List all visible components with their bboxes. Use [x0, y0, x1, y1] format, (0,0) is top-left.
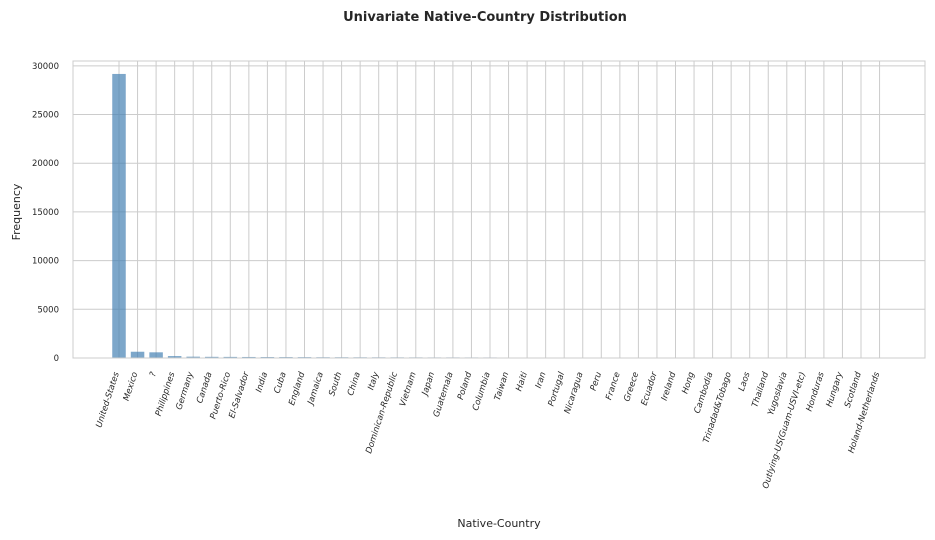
plot-frame [72, 60, 926, 359]
bar-germany [186, 356, 200, 358]
x-tick-label: United-States [94, 370, 122, 429]
bar-puerto-rico [223, 356, 238, 358]
bar-mexico [130, 351, 145, 358]
x-tick-label: Honduras [805, 370, 827, 413]
x-tick-label: Jamaica [305, 371, 325, 408]
bar-el-salvador [242, 356, 256, 358]
y-axis-label: Frequency [10, 183, 23, 240]
y-tick-label: 25000 [32, 111, 59, 121]
x-tick-label: Cuba [273, 371, 289, 395]
x-tick-label: Columbia [471, 371, 493, 412]
y-tick-label: 30000 [32, 62, 59, 72]
x-tick-label: South [327, 371, 344, 398]
x-tick-label: Germany [174, 370, 196, 411]
x-tick-label: Vietnam [398, 371, 419, 408]
y-tick-label: 20000 [32, 159, 59, 169]
grid [73, 61, 925, 359]
x-tick-label: Thailand [750, 370, 771, 408]
bars [112, 73, 887, 359]
x-tick-label: Portugal [547, 370, 568, 407]
y-tick-label: 0 [54, 354, 59, 364]
x-tick-label: Japan [420, 371, 437, 399]
bar-united-states [112, 73, 126, 359]
x-tick-label: England [287, 370, 307, 406]
x-tick-label: Scotland [843, 370, 864, 409]
x-tick-label: China [346, 371, 363, 397]
bar-philippines [167, 356, 182, 358]
x-tick-label: Italy [366, 370, 382, 392]
x-tick-label: Hungary [825, 370, 846, 409]
x-tick-label: Canada [195, 371, 215, 405]
x-tick-label: Taiwan [493, 371, 512, 402]
x-tick-label: ? [148, 370, 159, 378]
x-tick-label: Haiti [514, 370, 530, 392]
x-tick-label: Hong [680, 370, 697, 395]
x-tick-label: Iran [534, 371, 549, 390]
x-tick-label: Nicaragua [563, 371, 586, 415]
bar-canada [205, 356, 219, 358]
x-tick-label: Poland [456, 370, 475, 401]
x-tick-label: India [254, 371, 270, 394]
x-tick-label: Laos [737, 370, 753, 392]
y-tick-label: 15000 [32, 208, 59, 218]
bar- [149, 352, 163, 358]
x-tick-label: Ecuador [640, 370, 660, 407]
x-tick-label: Ireland [660, 370, 679, 402]
x-tick-label: Mexico [122, 371, 141, 402]
y-tick-label: 10000 [32, 257, 59, 267]
x-tick-label: Greece [622, 371, 641, 403]
y-tick-label: 5000 [37, 305, 59, 315]
y-tick-labels: 0 5000 10000 15000 20000 25000 30000 [32, 62, 59, 364]
x-tick-label: France [604, 371, 622, 402]
x-axis-label: Native-Country [457, 517, 541, 530]
chart-title: Univariate Native-Country Distribution [343, 10, 627, 25]
x-tick-label: Peru [589, 371, 604, 392]
